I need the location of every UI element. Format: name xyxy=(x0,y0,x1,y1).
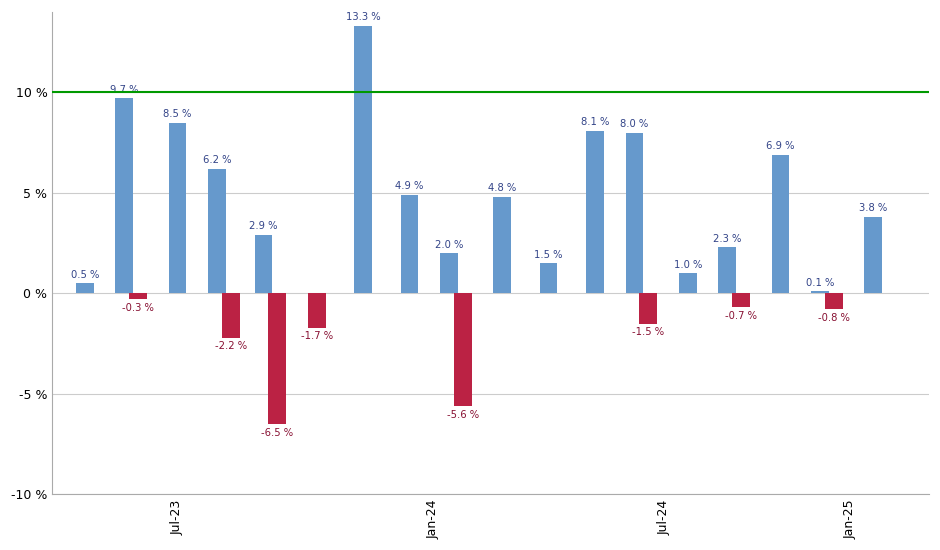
Text: 0.5 %: 0.5 % xyxy=(70,270,99,280)
Text: 4.8 %: 4.8 % xyxy=(488,183,516,193)
Bar xyxy=(494,197,511,293)
Bar xyxy=(454,293,472,406)
Text: -0.7 %: -0.7 % xyxy=(725,311,757,321)
Text: 2.3 %: 2.3 % xyxy=(713,234,742,244)
Text: 3.8 %: 3.8 % xyxy=(859,204,887,213)
Text: 8.1 %: 8.1 % xyxy=(581,117,609,127)
Bar xyxy=(679,273,697,293)
Text: 6.2 %: 6.2 % xyxy=(203,155,231,165)
Bar xyxy=(718,247,736,293)
Bar xyxy=(76,283,94,293)
Bar xyxy=(208,169,226,293)
Text: 4.9 %: 4.9 % xyxy=(395,182,424,191)
Bar xyxy=(732,293,750,307)
Bar xyxy=(116,98,133,293)
Text: 1.0 %: 1.0 % xyxy=(674,260,702,270)
Text: 0.1 %: 0.1 % xyxy=(806,278,834,288)
Text: 1.5 %: 1.5 % xyxy=(534,250,563,260)
Text: 13.3 %: 13.3 % xyxy=(346,13,381,23)
Bar xyxy=(255,235,273,293)
Text: -2.2 %: -2.2 % xyxy=(215,341,247,351)
Text: -0.3 %: -0.3 % xyxy=(122,303,154,313)
Bar xyxy=(354,26,372,293)
Bar xyxy=(130,293,147,299)
Text: 2.0 %: 2.0 % xyxy=(434,240,463,250)
Bar xyxy=(772,155,790,293)
Bar xyxy=(811,292,829,293)
Bar xyxy=(540,263,557,293)
Bar xyxy=(169,123,186,293)
Text: 8.0 %: 8.0 % xyxy=(620,119,649,129)
Text: -1.5 %: -1.5 % xyxy=(633,327,665,337)
Text: -6.5 %: -6.5 % xyxy=(261,428,293,438)
Text: 6.9 %: 6.9 % xyxy=(766,141,794,151)
Bar xyxy=(400,195,418,293)
Text: 9.7 %: 9.7 % xyxy=(110,85,138,95)
Bar xyxy=(222,293,240,338)
Bar xyxy=(440,253,458,293)
Text: 8.5 %: 8.5 % xyxy=(164,109,192,119)
Text: -1.7 %: -1.7 % xyxy=(301,331,333,341)
Text: -0.8 %: -0.8 % xyxy=(818,313,850,323)
Bar xyxy=(269,293,286,424)
Text: -5.6 %: -5.6 % xyxy=(446,410,478,420)
Bar xyxy=(639,293,657,323)
Text: 2.9 %: 2.9 % xyxy=(249,222,277,232)
Bar xyxy=(308,293,325,328)
Bar xyxy=(626,133,643,293)
Bar xyxy=(587,130,603,293)
Bar xyxy=(865,217,882,293)
Bar xyxy=(825,293,842,310)
